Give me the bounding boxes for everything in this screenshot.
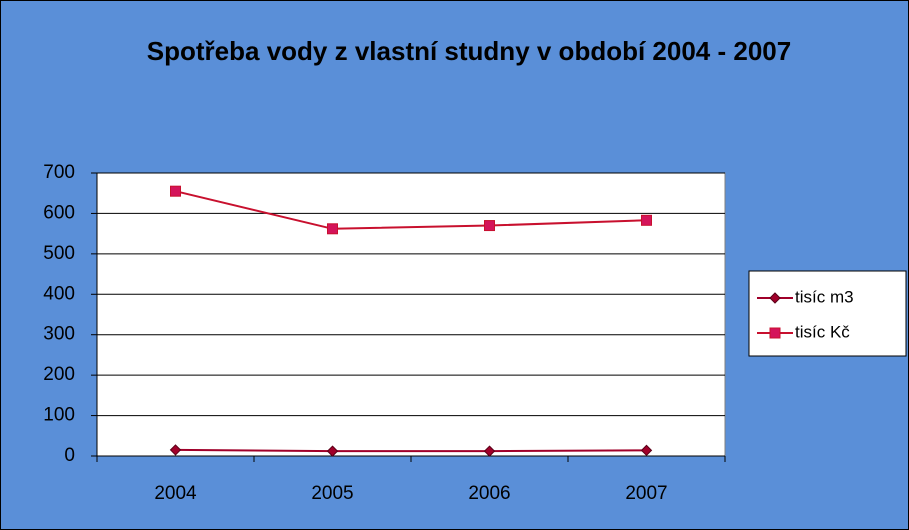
marker: [769, 292, 781, 304]
chart-title: Spotřeba vody z vlastní studny v období …: [146, 36, 792, 66]
series-line: [175, 190, 647, 230]
y-tick-label: 600: [43, 202, 75, 223]
marker: [326, 445, 339, 457]
y-tick-label: 300: [43, 324, 75, 345]
x-tick-label: 2007: [625, 483, 667, 504]
marker: [769, 327, 781, 339]
series-line: [175, 448, 647, 453]
marker: [169, 444, 182, 456]
legend-label: tisíc Kč: [795, 322, 850, 341]
x-tick-label: 2006: [468, 483, 510, 504]
marker: [170, 185, 181, 197]
y-tick-label: 100: [43, 405, 75, 426]
y-tick-label: 400: [43, 283, 75, 304]
plot-area: [96, 172, 726, 457]
marker: [641, 214, 652, 226]
marker: [484, 220, 495, 232]
y-tick-label: 500: [43, 243, 75, 264]
legend-box: [748, 270, 907, 357]
marker: [483, 445, 496, 457]
x-tick-label: 2005: [311, 483, 353, 504]
marker: [327, 223, 338, 235]
legend-label: tisíc m3: [795, 287, 854, 306]
y-tick-label: 200: [43, 364, 75, 385]
y-tick-label: 0: [64, 445, 75, 466]
x-tick-label: 2004: [154, 483, 197, 504]
y-tick-label: 700: [43, 162, 75, 183]
marker: [640, 444, 653, 457]
